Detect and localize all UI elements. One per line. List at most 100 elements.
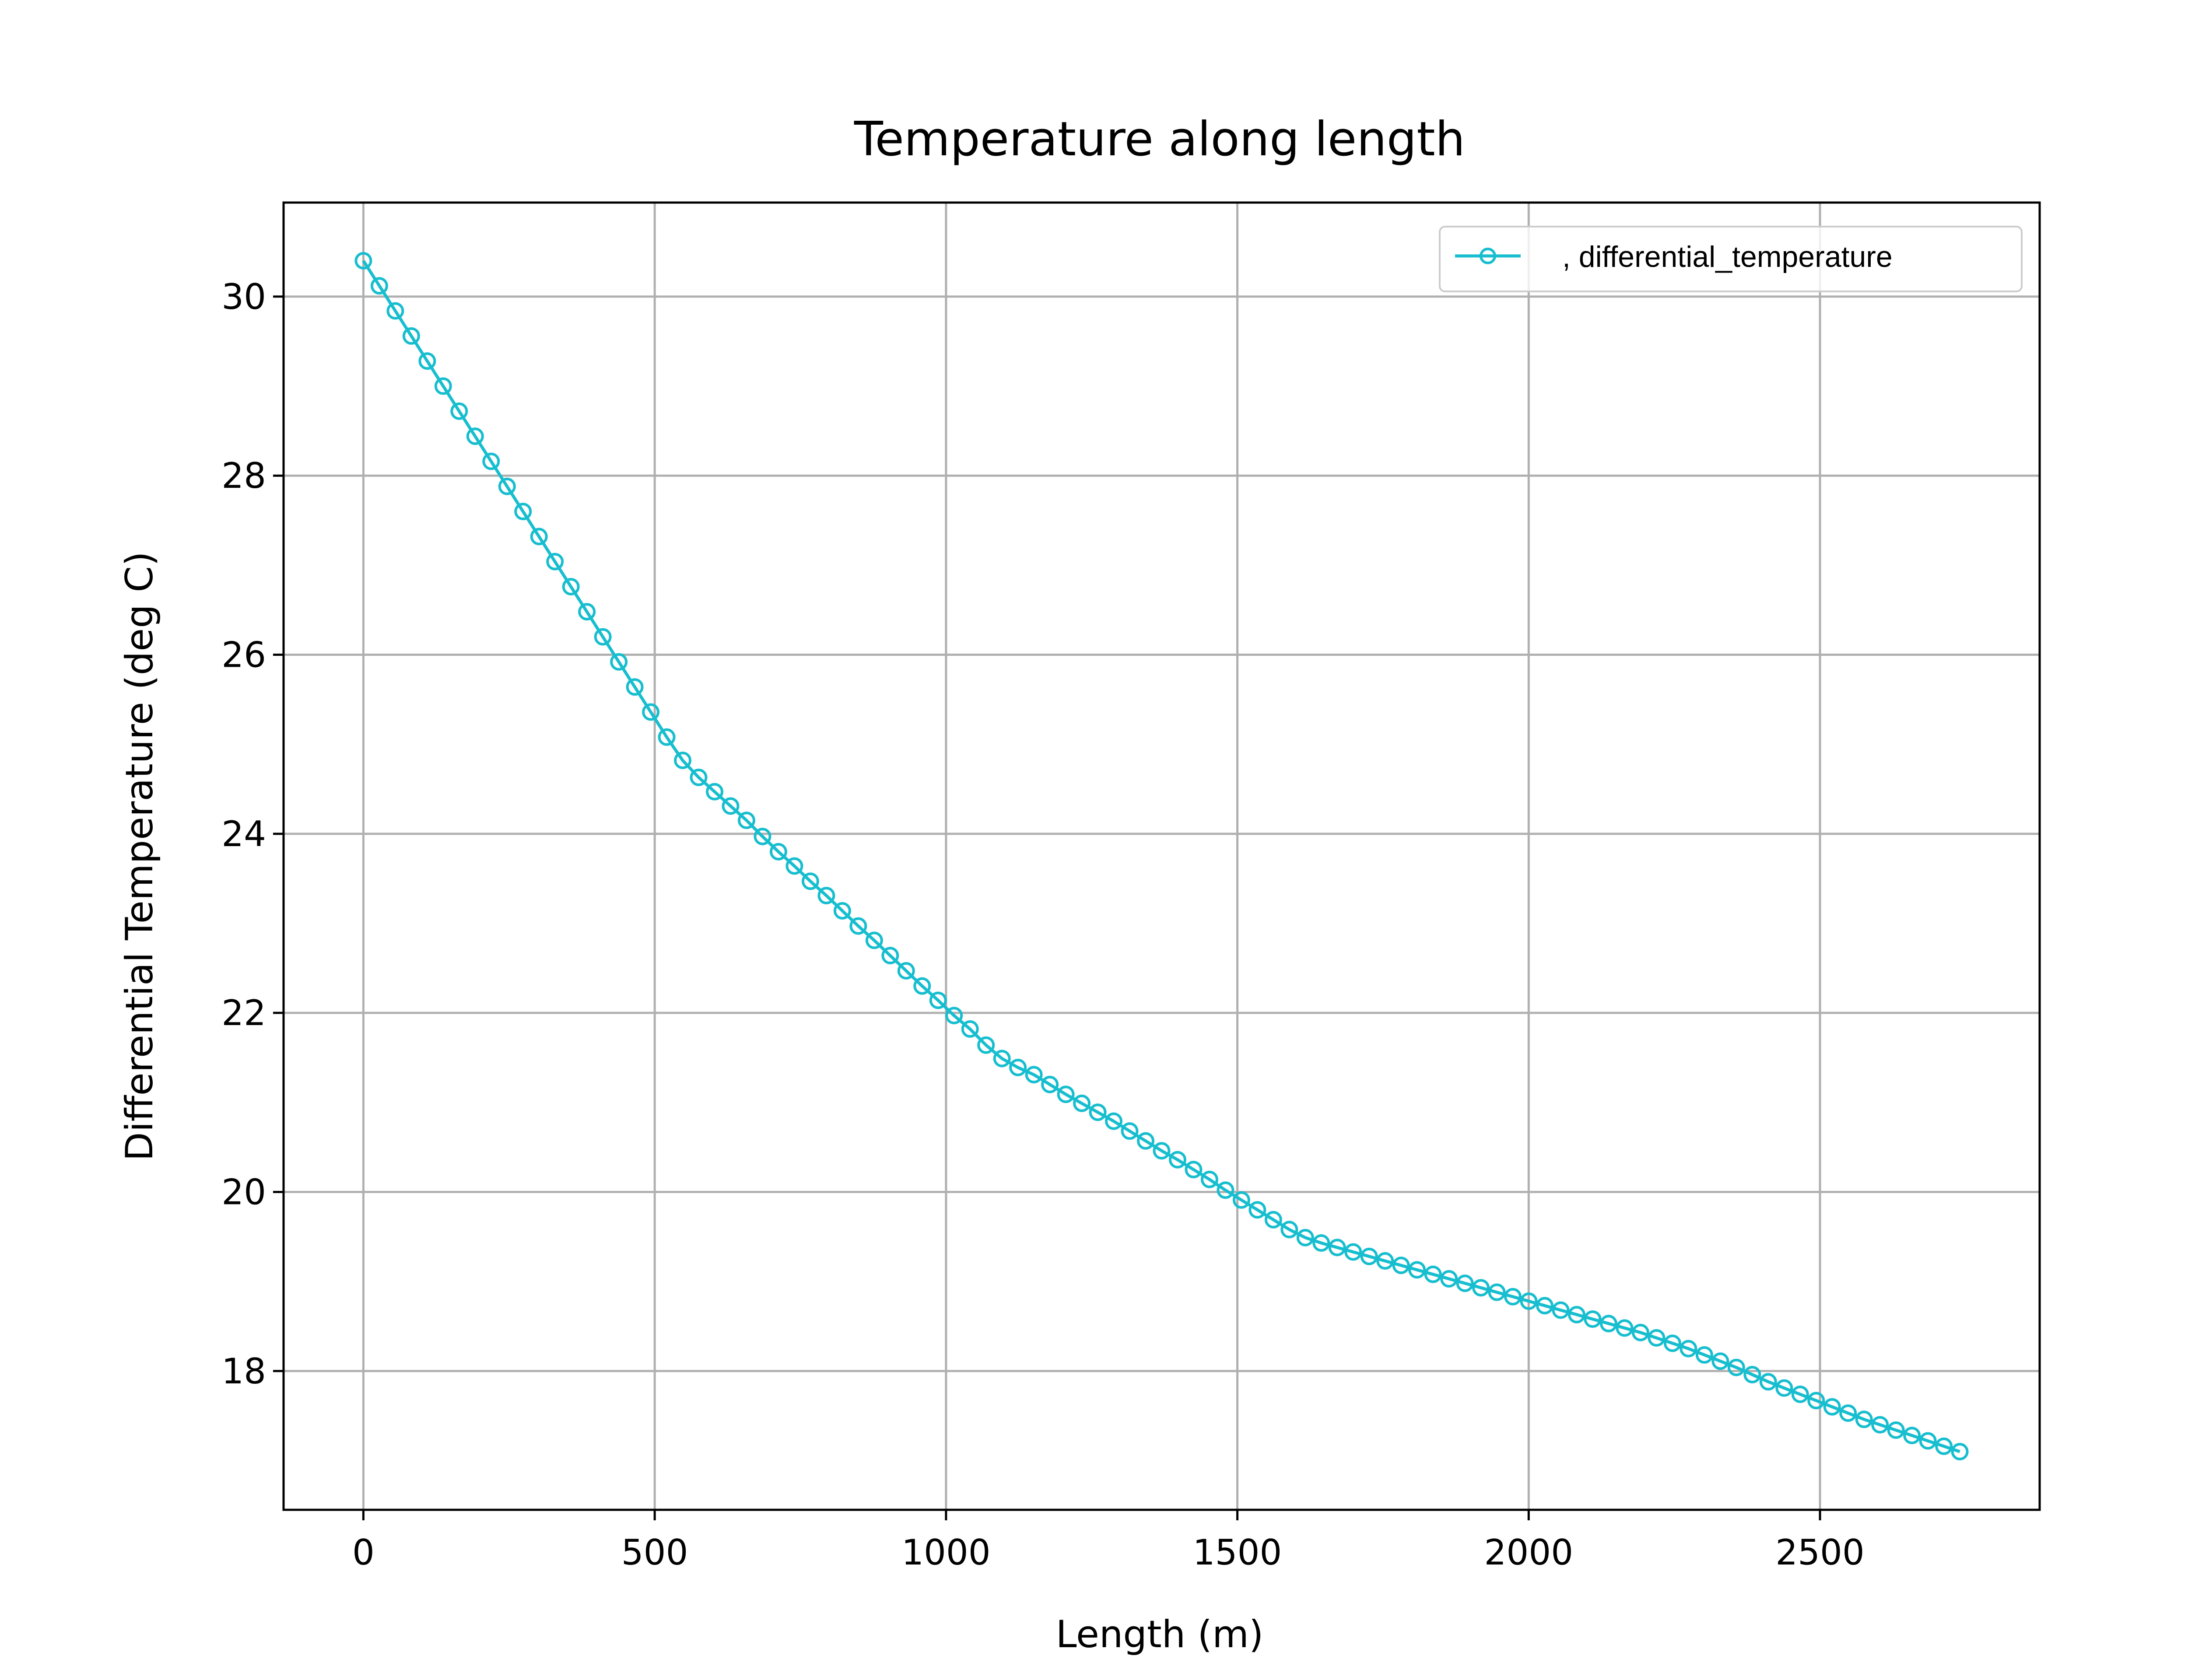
y-tick-label: 18	[221, 1351, 266, 1392]
data-point	[1264, 1211, 1282, 1228]
data-point	[1025, 1066, 1043, 1084]
x-tick-label: 0	[352, 1532, 375, 1573]
data-point	[881, 947, 899, 965]
data-point	[530, 528, 548, 546]
data-point	[977, 1036, 995, 1054]
data-point	[1631, 1323, 1649, 1341]
data-point	[1392, 1256, 1410, 1274]
data-point	[1807, 1392, 1825, 1410]
x-axis-ticks: 0 500 1000 1500 2000 2500	[352, 1510, 1865, 1573]
y-tick-label: 28	[221, 455, 266, 496]
data-point	[1376, 1252, 1394, 1270]
data-point	[1520, 1292, 1538, 1310]
plot-frame	[282, 201, 2041, 1511]
data-point	[1504, 1288, 1522, 1306]
y-axis-ticks: 18 20 22 24 26 28 30	[221, 276, 284, 1392]
legend: , differential_temperature	[1439, 226, 2023, 292]
data-point	[1711, 1352, 1729, 1370]
data-point	[961, 1020, 979, 1038]
data-point	[769, 843, 787, 861]
data-point	[626, 678, 644, 696]
data-point	[945, 1007, 963, 1025]
data-point	[1823, 1398, 1841, 1416]
data-point	[1424, 1265, 1442, 1283]
data-point	[754, 827, 771, 845]
data-point	[1903, 1427, 1921, 1445]
data-point	[833, 902, 851, 920]
data-point	[1328, 1239, 1346, 1256]
data-point	[1855, 1410, 1873, 1428]
data-point	[849, 917, 867, 935]
data-point	[1200, 1170, 1218, 1188]
data-point	[1727, 1358, 1745, 1376]
data-point	[434, 377, 452, 395]
y-axis-label: Differential Temperature (deg C)	[118, 551, 161, 1161]
data-point	[1296, 1228, 1314, 1246]
x-tick-label: 1000	[901, 1532, 991, 1573]
data-point	[1248, 1201, 1266, 1219]
data-point	[1616, 1319, 1634, 1337]
legend-entry-label: , differential_temperature	[1562, 240, 1893, 273]
data-point	[450, 402, 468, 420]
data-point	[929, 991, 947, 1009]
data-point	[1648, 1329, 1666, 1347]
y-tick-label: 24	[221, 814, 266, 854]
data-point	[658, 728, 676, 746]
x-tick-label: 2000	[1484, 1532, 1574, 1573]
data-point	[498, 477, 516, 495]
data-point	[737, 812, 755, 830]
data-point	[1408, 1261, 1426, 1279]
data-point	[482, 452, 500, 470]
data-point	[1089, 1103, 1107, 1121]
data-point	[1344, 1243, 1362, 1261]
data-point	[1488, 1283, 1506, 1301]
data-point	[817, 887, 835, 905]
y-tick-label: 26	[221, 635, 266, 676]
chart-title: Temperature along length	[854, 112, 1465, 167]
data-point	[370, 277, 388, 295]
grid	[284, 203, 2040, 1510]
data-point	[562, 578, 580, 595]
data-point	[785, 857, 803, 875]
data-point	[1839, 1404, 1857, 1422]
data-point	[1536, 1297, 1554, 1315]
data-point	[1456, 1274, 1474, 1292]
data-point	[1312, 1234, 1330, 1252]
data-point	[642, 703, 660, 721]
data-point	[1057, 1085, 1075, 1103]
data-point	[1599, 1315, 1617, 1333]
data-point	[1680, 1340, 1697, 1358]
data-point	[1440, 1270, 1458, 1288]
data-point	[1759, 1373, 1777, 1391]
data-point	[865, 931, 883, 949]
data-point	[402, 327, 420, 345]
data-point	[1168, 1151, 1186, 1169]
data-point	[1584, 1310, 1602, 1328]
x-axis-label: Length (m)	[1056, 1613, 1264, 1656]
data-point	[1185, 1161, 1203, 1179]
data-point	[1887, 1421, 1905, 1439]
data-point	[1568, 1306, 1586, 1323]
data-point	[722, 797, 740, 815]
data-point	[1009, 1058, 1027, 1076]
data-point	[418, 352, 436, 370]
series-line	[362, 260, 1960, 1453]
data-point	[1743, 1365, 1761, 1383]
data-point	[1951, 1442, 1969, 1460]
data-point	[801, 872, 819, 890]
data-point	[354, 252, 372, 270]
data-point	[1217, 1181, 1234, 1199]
x-tick-label: 500	[621, 1532, 688, 1573]
data-point	[466, 427, 484, 445]
data-point	[1280, 1221, 1298, 1239]
data-point	[1791, 1385, 1809, 1403]
data-point	[546, 553, 564, 570]
data-point	[1695, 1346, 1713, 1364]
data-point	[1073, 1094, 1091, 1112]
data-point	[1871, 1416, 1889, 1434]
data-point	[1137, 1132, 1155, 1150]
data-point	[674, 752, 692, 770]
legend-marker-swatch	[1480, 248, 1496, 264]
data-point	[993, 1050, 1011, 1068]
